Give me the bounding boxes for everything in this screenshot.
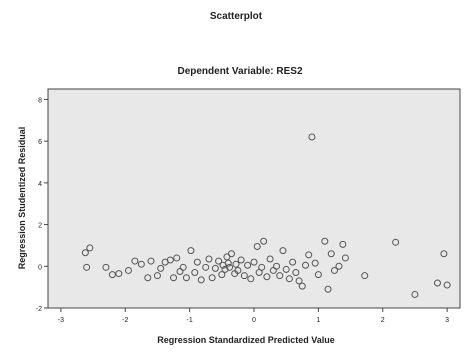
- scatter-point: [179, 263, 187, 271]
- scatter-point: [282, 265, 290, 273]
- scatter-point: [273, 262, 281, 270]
- x-axis: -3 -2 -1 0 1 2 3: [58, 308, 449, 324]
- scatter-point: [187, 247, 195, 255]
- scatter-point: [202, 263, 210, 271]
- x-tick-label: 0: [252, 317, 256, 324]
- scatter-point: [263, 273, 271, 281]
- scatter-point: [279, 247, 287, 255]
- scatter-point: [144, 274, 152, 282]
- scatter-point: [193, 258, 201, 266]
- scatter-point: [102, 263, 110, 271]
- scatter-point: [224, 259, 232, 267]
- scatter-point: [81, 249, 89, 257]
- scatter-point: [411, 290, 419, 298]
- scatter-point: [330, 266, 338, 274]
- scatter-point: [250, 258, 258, 266]
- chart-title: Scatterplot: [210, 11, 263, 22]
- scatter-point: [311, 259, 319, 267]
- y-tick-label: 6: [38, 139, 42, 146]
- scatter-point: [240, 272, 248, 280]
- scatter-point: [115, 270, 123, 278]
- scatter-point: [289, 258, 297, 266]
- scatter-point: [211, 264, 219, 272]
- scatter-point: [226, 263, 234, 271]
- scatter-point: [324, 285, 332, 293]
- scatter-point: [305, 251, 313, 259]
- y-axis-label: Regression Studentized Residual: [17, 127, 27, 270]
- scatter-point: [173, 254, 181, 262]
- scatter-point: [227, 250, 235, 258]
- scatter-point: [327, 250, 335, 258]
- y-tick-label: 8: [38, 97, 42, 104]
- scatter-point: [335, 262, 343, 270]
- x-tick-label: 3: [445, 317, 449, 324]
- scatter-point: [285, 275, 293, 283]
- scatter-point: [131, 257, 139, 265]
- scatter-point: [218, 271, 226, 279]
- scatter-point: [137, 260, 145, 268]
- scatter-point: [292, 269, 300, 277]
- scatter-point: [341, 254, 349, 262]
- scatter-point: [244, 261, 252, 269]
- y-axis: -2 0 2 4 6 8: [36, 97, 48, 313]
- scatter-point: [440, 250, 448, 258]
- scatter-point: [208, 274, 216, 282]
- scatter-point: [170, 274, 178, 282]
- scatter-point: [339, 240, 347, 248]
- scatter-point: [157, 264, 165, 272]
- scatter-point: [308, 133, 316, 141]
- scatter-point: [215, 257, 223, 265]
- scatter-point: [197, 276, 205, 284]
- x-tick-label: -1: [187, 317, 193, 324]
- scatter-point: [247, 275, 255, 283]
- scatter-point: [205, 255, 213, 263]
- scatter-point: [124, 266, 132, 274]
- scatter-point: [298, 282, 306, 290]
- x-axis-label: Regression Standardized Predicted Value: [157, 335, 335, 345]
- scatter-point: [276, 272, 284, 280]
- scatter-point: [392, 238, 400, 246]
- scatter-point: [166, 256, 174, 264]
- scatter-point: [302, 261, 309, 269]
- y-tick-label: 0: [38, 264, 42, 271]
- x-tick-label: 2: [381, 317, 385, 324]
- scatter-point: [147, 257, 155, 265]
- scatter-point: [443, 281, 451, 289]
- scatter-point: [314, 271, 322, 279]
- scatter-point: [182, 274, 190, 282]
- scatter-point: [237, 256, 245, 264]
- x-tick-label: -3: [58, 317, 64, 324]
- scatter-point: [258, 263, 266, 271]
- scatter-point: [266, 255, 274, 263]
- scatter-point: [321, 237, 329, 245]
- chart-subtitle: Dependent Variable: RES2: [177, 66, 302, 77]
- scatter-point: [361, 272, 369, 280]
- scatter-points: [81, 133, 451, 298]
- scatter-point: [234, 266, 242, 274]
- scatter-point: [108, 271, 116, 279]
- scatter-point: [232, 260, 240, 268]
- x-tick-label: -2: [122, 317, 128, 324]
- scatter-point: [295, 277, 303, 285]
- scatter-point: [191, 269, 199, 277]
- scatter-point: [433, 279, 441, 287]
- scatter-point: [83, 263, 91, 271]
- y-tick-label: 4: [38, 181, 42, 188]
- y-tick-label: -2: [36, 306, 42, 313]
- scatter-point: [86, 244, 94, 252]
- scatter-point: [221, 265, 229, 273]
- scatter-point: [253, 242, 261, 250]
- x-tick-label: 1: [316, 317, 320, 324]
- y-tick-label: 2: [38, 223, 42, 230]
- scatter-point: [260, 237, 268, 245]
- scatter-point: [153, 272, 161, 280]
